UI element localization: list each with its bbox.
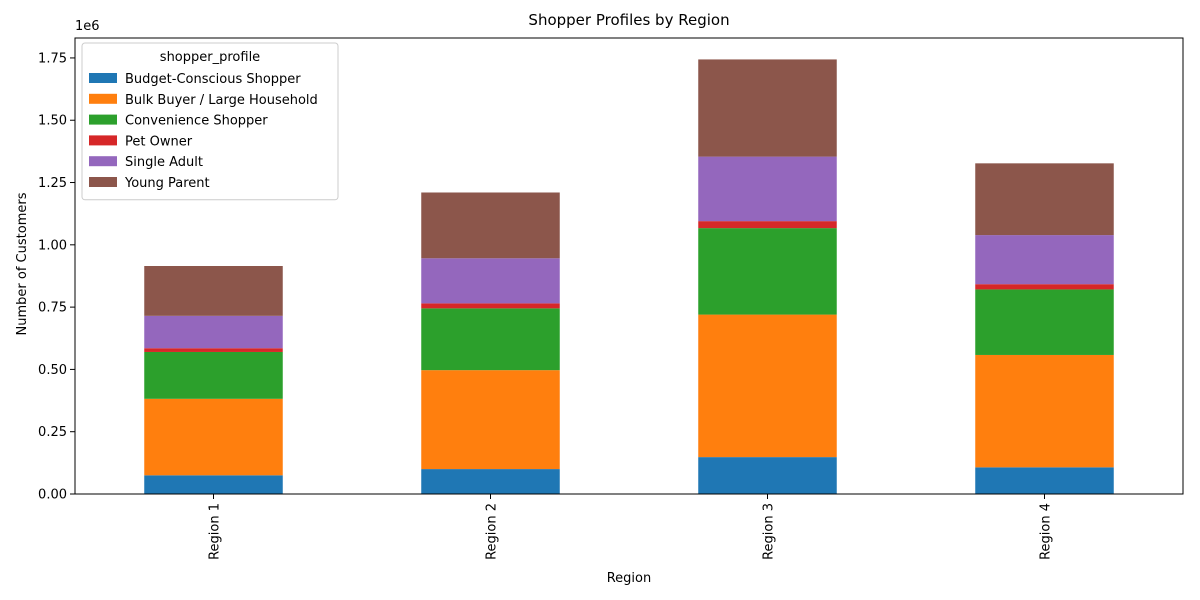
legend-box [81, 42, 339, 201]
legend-swatch [89, 156, 117, 167]
x-axis-label: Region [607, 571, 652, 586]
bar-segment-convenience-shopper-region-1 [144, 351, 283, 399]
legend-entry: Bulk Buyer / Large Household [125, 93, 318, 108]
x-tick-label: Region 2 [485, 503, 500, 560]
legend: shopper_profile Budget-Conscious Shopper B… [81, 42, 339, 201]
bar-segment-pet-owner-region-3 [698, 221, 837, 229]
legend-swatch [89, 135, 117, 146]
bar-segment-convenience-shopper-region-3 [698, 228, 837, 315]
bars-group [144, 59, 1114, 494]
legend-entry: Pet Owner [125, 134, 193, 149]
bar-segment-young-parent-region-3 [698, 59, 837, 157]
y-tick-label: 0.25 [38, 425, 67, 440]
bar-segment-budget-conscious-shopper-region-2 [421, 469, 560, 494]
legend-swatch [89, 73, 117, 83]
legend-swatch [89, 177, 117, 187]
legend-entry: Single Adult [125, 155, 203, 170]
chart-title: Shopper Profiles by Region [528, 11, 729, 29]
bar-segment-young-parent-region-4 [975, 163, 1114, 236]
legend-swatch [89, 114, 117, 125]
y-tick-label: 1.25 [38, 176, 67, 191]
x-tick-label: Region 4 [1039, 503, 1054, 560]
bar-segment-bulk-buyer-large-household-region-2 [421, 370, 560, 470]
bar-segment-single-adult-region-2 [421, 258, 560, 304]
bar-segment-pet-owner-region-2 [421, 303, 560, 309]
x-axis: Region 1 Region 2 Region 3 Region 4 [208, 494, 1054, 560]
bar-segment-single-adult-region-3 [698, 156, 837, 222]
bar-segment-young-parent-region-2 [421, 192, 560, 259]
legend-entry: Young Parent [124, 176, 210, 191]
bar-segment-young-parent-region-1 [144, 266, 283, 316]
bar-segment-convenience-shopper-region-2 [421, 308, 560, 371]
y-axis-label: Number of Customers [15, 192, 30, 335]
y-tick-label: 0.50 [38, 363, 67, 378]
bar-segment-budget-conscious-shopper-region-4 [975, 467, 1114, 494]
y-tick-label: 1.50 [38, 114, 67, 129]
bar-segment-single-adult-region-1 [144, 315, 283, 349]
bar-segment-budget-conscious-shopper-region-1 [144, 475, 283, 494]
bar-segment-convenience-shopper-region-4 [975, 289, 1114, 355]
bar-segment-pet-owner-region-1 [144, 348, 283, 352]
x-tick-label: Region 1 [208, 503, 223, 560]
x-tick-label: Region 3 [762, 503, 777, 560]
legend-title: shopper_profile [160, 50, 260, 65]
bar-segment-bulk-buyer-large-household-region-4 [975, 354, 1114, 468]
y-axis-offset-text: 1e6 [75, 19, 100, 34]
bar-segment-pet-owner-region-4 [975, 284, 1114, 290]
y-axis: 0.00 0.25 0.50 0.75 1.00 1.25 1.50 1.75 [38, 51, 75, 503]
bar-segment-budget-conscious-shopper-region-3 [698, 457, 837, 494]
legend-entry: Convenience Shopper [125, 114, 268, 129]
plot-frame [74, 37, 1184, 495]
y-tick-label: 0.75 [38, 301, 67, 316]
bar-segment-single-adult-region-4 [975, 235, 1114, 285]
bar-segment-bulk-buyer-large-household-region-1 [144, 398, 283, 476]
legend-entry: Budget-Conscious Shopper [125, 72, 301, 87]
y-tick-label: 0.00 [38, 488, 67, 503]
y-tick-label: 1.00 [38, 238, 67, 253]
y-tick-label: 1.75 [38, 51, 67, 66]
legend-swatch [89, 93, 117, 104]
bar-segment-bulk-buyer-large-household-region-3 [698, 314, 837, 458]
